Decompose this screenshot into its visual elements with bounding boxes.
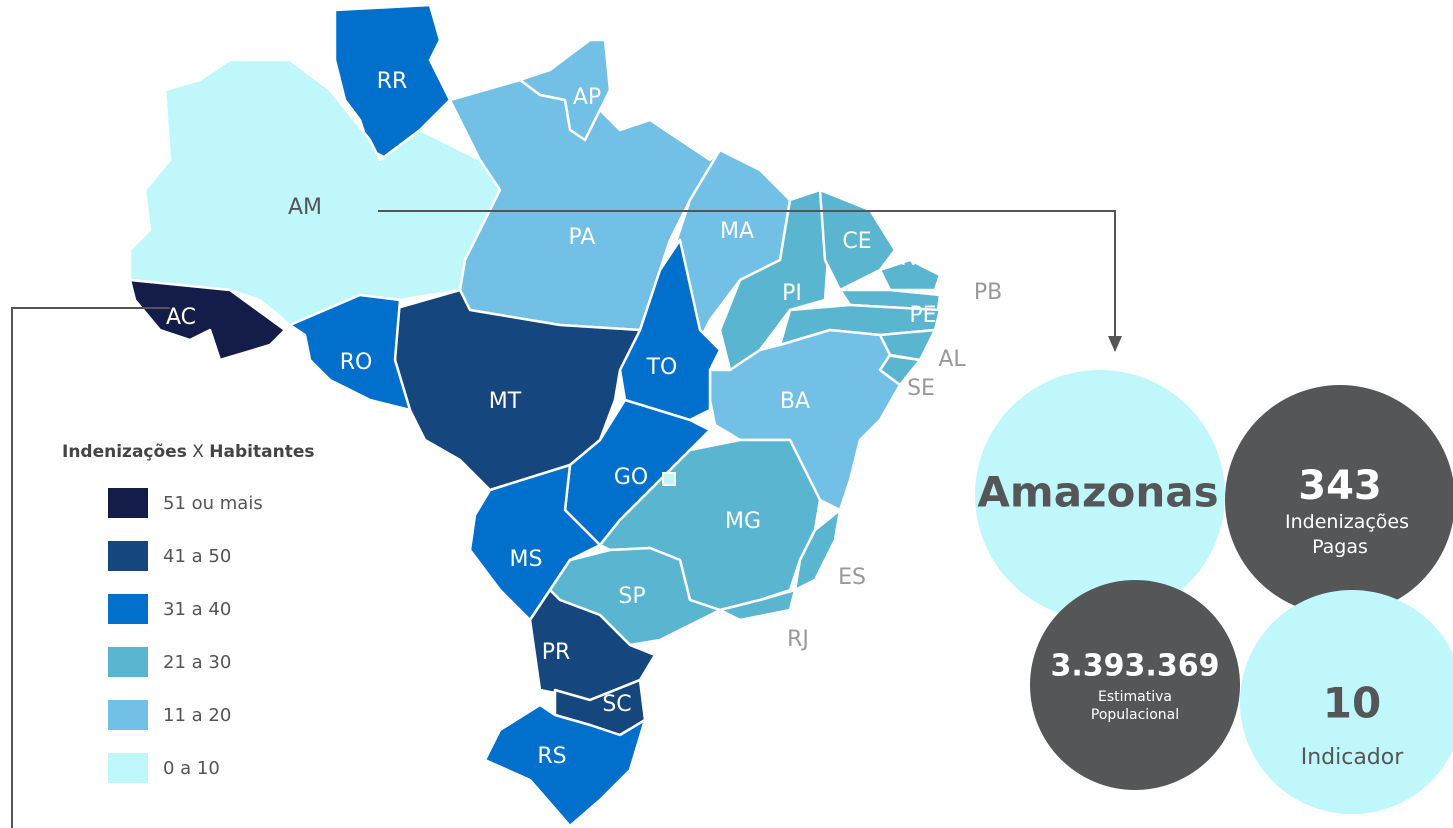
legend-swatch [108, 700, 148, 730]
legend-swatch [108, 541, 148, 571]
paid-value: 343 [1298, 463, 1382, 509]
state-label: RR [377, 69, 408, 94]
state-label: BA [780, 389, 810, 414]
state-label: SC [602, 692, 631, 717]
legend-swatch [108, 594, 148, 624]
state-label: CE [842, 229, 871, 254]
indicator-value: 10 [1323, 679, 1381, 728]
legend-label: 41 a 50 [163, 546, 231, 567]
population-label: Estimativa Populacional [1090, 689, 1180, 723]
connector-line [11, 307, 170, 828]
state-label: SE [907, 376, 935, 401]
state-label: RN [900, 246, 932, 271]
connector-line [378, 210, 1116, 338]
state-label: MT [489, 389, 522, 414]
state [128, 58, 502, 327]
state-label: RO [340, 350, 373, 375]
federal-district [662, 472, 676, 486]
legend-label: 21 a 30 [163, 652, 231, 673]
legend-label: 51 ou mais [163, 493, 263, 514]
legend-swatch [108, 488, 148, 518]
state-label: SP [618, 584, 645, 609]
state [793, 508, 842, 592]
state-label: PI [782, 281, 802, 306]
state [878, 258, 942, 292]
state [483, 703, 647, 828]
info-circle [1225, 385, 1453, 615]
state-label: MS [510, 547, 543, 572]
state [288, 293, 412, 412]
population-label-box: Estimativa Populacional [1090, 689, 1180, 723]
state-label: AM [288, 195, 322, 220]
map [128, 3, 942, 828]
state [718, 588, 797, 622]
state-label: MA [720, 219, 754, 244]
state-label: PR [542, 640, 571, 665]
legend-swatch [108, 753, 148, 783]
paid-label-box: Indenizações Pagas [1285, 511, 1409, 558]
state-label: AL [938, 347, 966, 372]
info-circle [1030, 580, 1240, 790]
state-label: ES [838, 565, 866, 590]
state [128, 278, 287, 362]
legend-label: 31 a 40 [163, 599, 231, 620]
legend-label: 11 a 20 [163, 705, 231, 726]
paid-label: Indenizações Pagas [1285, 511, 1409, 558]
state-label: PB [974, 280, 1002, 305]
indicator-label: Indicador [1301, 745, 1405, 770]
state-label: PA [569, 225, 596, 250]
state-label: PE [909, 303, 936, 328]
state-label: TO [646, 355, 678, 380]
legend-title: Indenizações X Habitantes [62, 442, 314, 462]
legend-swatch [108, 647, 148, 677]
state-label: RJ [787, 627, 809, 652]
info-circle [1240, 590, 1453, 814]
legend-label: 0 a 10 [163, 758, 220, 779]
legend: 51 ou mais 41 a 50 31 a 40 21 a 30 11 a 20 0 … [108, 488, 263, 783]
state-label: AP [573, 85, 601, 110]
state [618, 238, 722, 422]
population-value: 3.393.369 [1051, 649, 1220, 684]
state-name: Amazonas [977, 468, 1218, 517]
info-circle [975, 370, 1225, 620]
arrow-head [1108, 336, 1122, 352]
state-label: AC [166, 305, 196, 330]
state-label: MG [725, 509, 761, 534]
state-label: GO [614, 465, 648, 490]
state-label: RS [537, 744, 566, 769]
